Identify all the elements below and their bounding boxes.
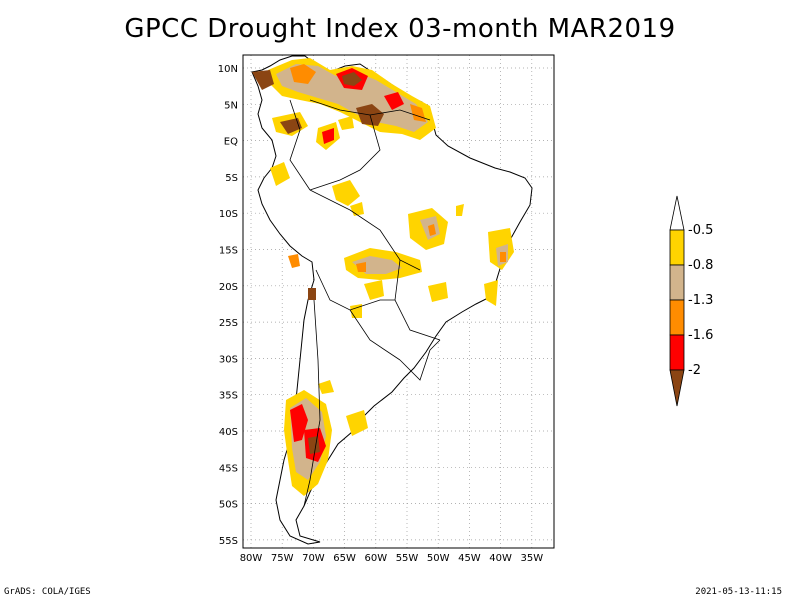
lon-tick-label: 55W	[396, 553, 419, 564]
longitude-axis: 80W 75W 70W 65W 60W 55W 50W 45W 40W 35W	[240, 553, 544, 564]
lon-tick-label: 50W	[427, 553, 450, 564]
legend-label-3: -1.3	[688, 293, 713, 308]
lat-tick-label: 50S	[219, 500, 238, 511]
latitude-axis: 10N 5N EQ 5S 10S 15S 20S 25S 30S 35S 40S 45S 50S 55S	[218, 64, 238, 547]
legend-label-5: -2	[688, 363, 701, 378]
lon-tick-label: 40W	[489, 553, 512, 564]
lon-tick-label: 75W	[271, 553, 294, 564]
lat-tick-label: 25S	[219, 318, 238, 329]
legend-swatch-3	[669, 299, 685, 336]
legend-swatch-4	[669, 334, 685, 371]
legend-arrow-top	[669, 195, 685, 231]
drought-patches	[252, 58, 514, 496]
legend-label-2: -0.8	[688, 258, 713, 273]
legend-label-4: -1.6	[688, 328, 713, 343]
map-title: GPCC Drought Index 03-month MAR2019	[124, 14, 676, 44]
legend-swatch-1	[669, 229, 685, 266]
legend-swatch-2	[669, 264, 685, 301]
lat-tick-label: 20S	[219, 282, 238, 293]
lon-tick-label: 70W	[302, 553, 325, 564]
lon-tick-label: 80W	[240, 553, 263, 564]
lat-tick-label: 5N	[224, 100, 238, 111]
lon-tick-label: 60W	[364, 553, 387, 564]
lat-tick-label: 30S	[219, 354, 238, 365]
lon-tick-label: 65W	[333, 553, 356, 564]
lat-tick-label: 40S	[219, 427, 238, 438]
lat-tick-label: 10S	[219, 209, 238, 220]
legend-arrow-bottom	[669, 369, 685, 407]
lat-tick-label: 35S	[219, 391, 238, 402]
country-borders	[289, 99, 441, 507]
lon-tick-label: 45W	[458, 553, 481, 564]
lat-tick-label: 45S	[219, 463, 238, 474]
footer-timestamp: 2021-05-13-11:15	[695, 587, 782, 597]
lat-tick-label: 15S	[219, 246, 238, 257]
lat-tick-label: 55S	[219, 536, 238, 547]
lat-tick-label: 5S	[225, 173, 238, 184]
lat-tick-label: EQ	[224, 137, 238, 148]
lon-tick-label: 35W	[520, 553, 543, 564]
legend-colorbar: -0.5 -0.8 -1.3 -1.6 -2	[669, 195, 713, 407]
footer-credit: GrADS: COLA/IGES	[4, 587, 91, 597]
lat-tick-label: 10N	[218, 64, 238, 75]
legend-label-1: -0.5	[688, 223, 713, 238]
plot-frame	[242, 54, 555, 549]
